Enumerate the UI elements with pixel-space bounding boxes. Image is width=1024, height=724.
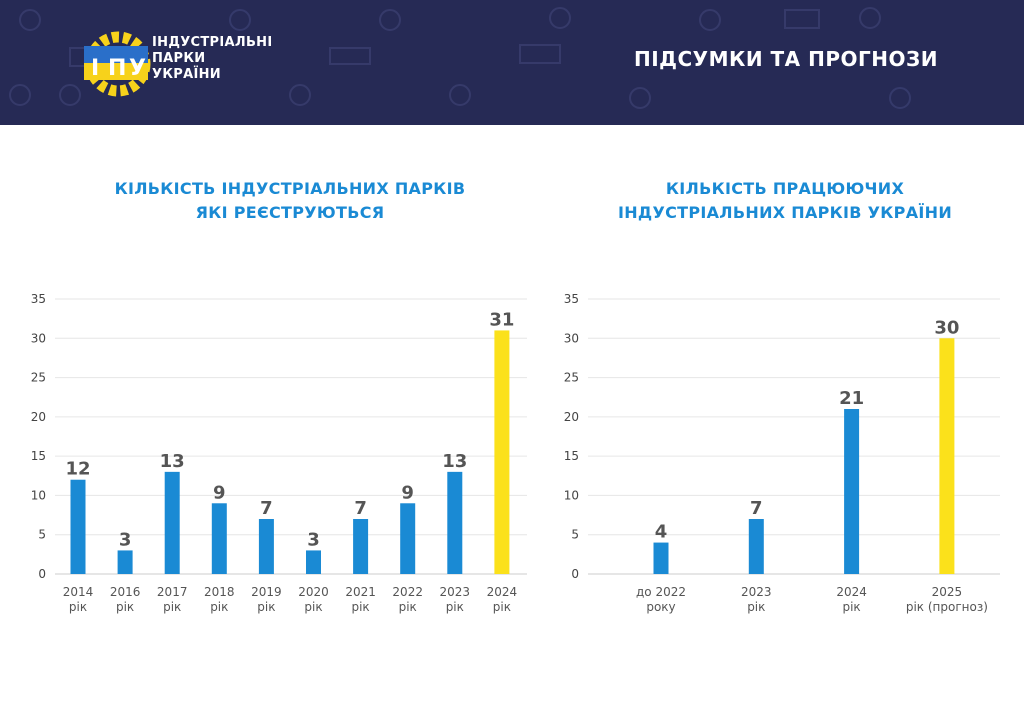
x-tick-label: рік — [116, 600, 134, 614]
bar — [400, 503, 416, 574]
chart-title-line: КІЛЬКІСТЬ ІНДУСТРІАЛЬНИХ ПАРКІВ — [114, 179, 466, 198]
bar — [117, 550, 133, 574]
logo-letter: І — [91, 56, 99, 81]
x-tick-label: рік — [446, 600, 464, 614]
data-label: 30 — [934, 317, 959, 338]
x-tick-label: рік (прогноз) — [906, 600, 988, 614]
data-label: 31 — [489, 309, 514, 330]
x-tick-label: 2023 — [741, 585, 772, 599]
y-tick-label: 15 — [564, 449, 579, 463]
y-tick-label: 0 — [571, 567, 579, 581]
y-tick-label: 20 — [564, 410, 579, 424]
logo-text: ІНДУСТРІАЛЬНІ ПАРКИ УКРАЇНИ — [152, 35, 272, 83]
x-tick-label: 2016 — [110, 585, 141, 599]
data-label: 21 — [839, 388, 864, 409]
x-tick-label: рік — [747, 600, 765, 614]
x-tick-label: рік — [493, 600, 511, 614]
x-tick-label: 2023 — [440, 585, 471, 599]
y-tick-label: 25 — [31, 371, 46, 385]
x-tick-label: рік — [399, 600, 417, 614]
y-tick-label: 15 — [31, 449, 46, 463]
y-tick-label: 35 — [31, 292, 46, 306]
x-tick-label: рік — [69, 600, 87, 614]
data-label: 3 — [119, 529, 132, 550]
logo-letter: П — [108, 56, 126, 81]
ipu-logo: І П У — [84, 31, 151, 97]
page-title: ПІДСУМКИ ТА ПРОГНОЗИ — [634, 47, 938, 71]
x-tick-label: 2017 — [157, 585, 188, 599]
bar — [494, 330, 510, 574]
x-tick-label: року — [646, 600, 675, 614]
y-tick-label: 35 — [564, 292, 579, 306]
data-label: 12 — [65, 459, 90, 480]
chart-title-operating: КІЛЬКІСТЬ ПРАЦЮЮЧИХ ІНДУСТРІАЛЬНИХ ПАРКІ… — [540, 177, 1024, 225]
x-tick-label: рік — [163, 600, 181, 614]
x-tick-label: 2019 — [251, 585, 282, 599]
x-tick-label: 2020 — [298, 585, 329, 599]
bar — [939, 338, 955, 574]
chart-title-line: ІНДУСТРІАЛЬНИХ ПАРКІВ УКРАЇНИ — [617, 203, 953, 222]
bar — [653, 542, 669, 574]
x-tick-label: 2022 — [392, 585, 423, 599]
data-label: 7 — [354, 498, 367, 519]
y-tick-label: 30 — [31, 331, 46, 345]
data-label: 9 — [213, 482, 226, 503]
data-label: 13 — [442, 451, 467, 472]
bar — [844, 409, 860, 574]
data-label: 4 — [655, 522, 668, 543]
y-tick-label: 20 — [31, 410, 46, 424]
x-tick-label: 2024 — [487, 585, 518, 599]
y-tick-label: 5 — [38, 528, 46, 542]
y-tick-label: 5 — [571, 528, 579, 542]
data-label: 13 — [160, 451, 185, 472]
x-tick-label: рік — [304, 600, 322, 614]
chart-title-line: ЯКІ РЕЄСТРУЮТЬСЯ — [195, 203, 385, 222]
x-tick-label: 2021 — [345, 585, 376, 599]
chart-title-line: КІЛЬКІСТЬ ПРАЦЮЮЧИХ — [665, 179, 905, 198]
x-tick-label: рік — [842, 600, 860, 614]
y-tick-label: 0 — [38, 567, 46, 581]
x-tick-label: 2018 — [204, 585, 235, 599]
x-tick-label: 2024 — [836, 585, 867, 599]
bar — [211, 503, 227, 574]
logo-flag-blue — [84, 46, 148, 63]
x-tick-label: рік — [351, 600, 369, 614]
logo-letter: У — [129, 56, 146, 81]
chart-title-registering: КІЛЬКІСТЬ ІНДУСТРІАЛЬНИХ ПАРКІВ ЯКІ РЕЄС… — [40, 177, 540, 225]
y-tick-label: 10 — [564, 488, 579, 502]
logo-line: ПАРКИ — [152, 51, 206, 66]
bar — [748, 519, 764, 574]
bar — [258, 519, 274, 574]
bar — [447, 471, 463, 574]
bar — [306, 550, 321, 574]
bar — [70, 479, 86, 574]
data-label: 9 — [401, 482, 414, 503]
x-tick-label: 2025 — [932, 585, 963, 599]
data-label: 7 — [750, 498, 763, 519]
logo-line: УКРАЇНИ — [152, 67, 221, 82]
y-tick-label: 10 — [31, 488, 46, 502]
logo-flag-yellow — [84, 63, 148, 80]
data-label: 7 — [260, 498, 273, 519]
x-tick-label: рік — [210, 600, 228, 614]
y-tick-label: 25 — [564, 371, 579, 385]
bar — [353, 519, 369, 574]
y-tick-label: 30 — [564, 331, 579, 345]
x-tick-label: рік — [257, 600, 275, 614]
data-label: 3 — [307, 529, 320, 550]
bar — [164, 471, 180, 574]
x-tick-label: до 2022 — [636, 585, 686, 599]
header-banner: І П У ІНДУСТРІАЛЬНІ ПАРКИ УКРАЇНИ ПІДСУМ… — [0, 0, 1024, 125]
x-tick-label: 2014 — [63, 585, 94, 599]
logo-line: ІНДУСТРІАЛЬНІ — [152, 35, 273, 50]
